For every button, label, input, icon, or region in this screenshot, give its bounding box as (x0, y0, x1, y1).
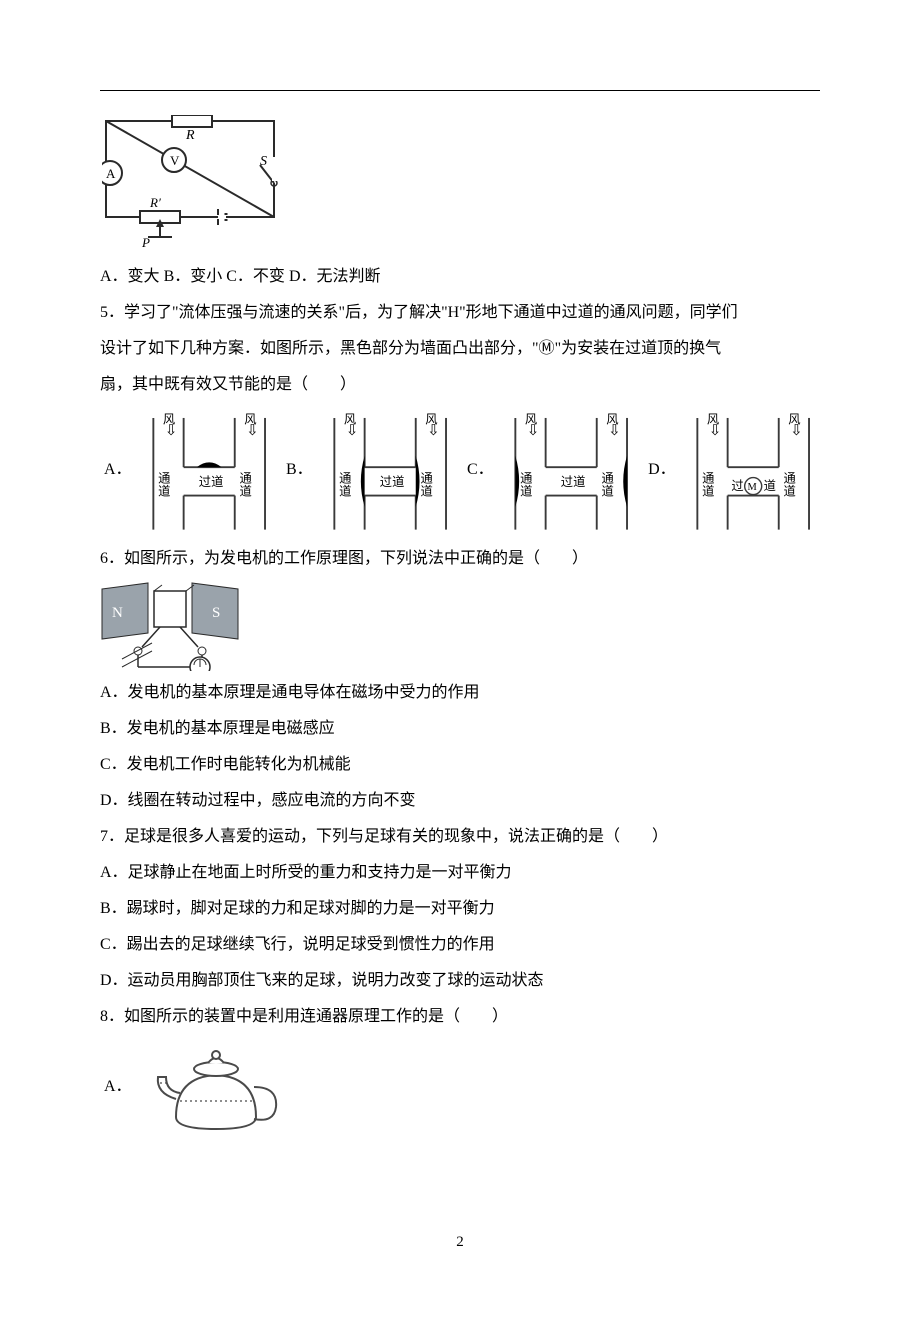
svg-text:通: 通 (520, 471, 532, 485)
q7-optD: D．运动员用胸部顶住飞来的足球，说明力改变了球的运动状态 (100, 965, 820, 997)
svg-text:通: 通 (239, 471, 251, 485)
q5-optC-label: C． (463, 454, 498, 486)
svg-text:道: 道 (520, 485, 532, 499)
q5-stem-line1: 5．学习了"流体压强与流速的关系"后，为了解决"H"形地下通道中过道的通风问题，… (100, 297, 820, 329)
q7-optB: B．踢球时，脚对足球的力和足球对脚的力是一对平衡力 (100, 893, 820, 925)
label-N: N (112, 605, 123, 621)
svg-text:道: 道 (158, 485, 170, 499)
q4-optC: C．不变 (226, 268, 285, 285)
svg-text:⇩: ⇩ (427, 423, 440, 439)
circuit-svg: R A V S R′ P (100, 115, 280, 255)
svg-text:⇩: ⇩ (790, 423, 803, 439)
q7-optC: C．踢出去的足球继续飞行，说明足球受到惯性力的作用 (100, 929, 820, 961)
svg-text:道: 道 (601, 485, 613, 499)
q7-optA: A．足球静止在地面上时所受的重力和支持力是一对平衡力 (100, 857, 820, 889)
svg-text:⇩: ⇩ (345, 423, 358, 439)
svg-text:道: 道 (763, 479, 775, 493)
svg-text:道: 道 (339, 485, 351, 499)
svg-text:通: 通 (702, 471, 714, 485)
svg-text:通: 通 (420, 471, 432, 485)
q6-optB: B．发电机的基本原理是电磁感应 (100, 713, 820, 745)
q5-diagram-C: 风 风 ⇩ ⇩ 通 道 过道 通 道 (504, 405, 638, 535)
top-rule (100, 90, 820, 91)
q4-options: A．变大 B．变小 C．不变 D．无法判断 (100, 261, 820, 293)
q5-optD-label: D． (644, 454, 680, 486)
q5-stem2a: 设计了如下几种方案．如图所示，黑色部分为墙面凸出部分，" (100, 340, 539, 357)
q5-options-row: A． 风 风 ⇩ ⇩ 通 道 过道 通 道 B． (100, 405, 820, 535)
q6-optC: C．发电机工作时电能转化为机械能 (100, 749, 820, 781)
q8-optA-label: A． (100, 1071, 136, 1103)
svg-text:过道: 过道 (560, 475, 585, 489)
svg-text:过: 过 (731, 479, 743, 493)
svg-text:M: M (747, 482, 756, 493)
svg-text:⇩: ⇩ (608, 423, 621, 439)
q7-stem: 7．足球是很多人喜爱的运动，下列与足球有关的现象中，说法正确的是（ ） (100, 821, 820, 853)
svg-text:道: 道 (702, 485, 714, 499)
teapot-svg (146, 1037, 286, 1137)
svg-text:道: 道 (420, 485, 432, 499)
q5-optB-label: B． (282, 454, 317, 486)
generator-svg: N S (100, 581, 250, 671)
q4-optD: D．无法判断 (289, 268, 381, 285)
svg-text:通: 通 (339, 471, 351, 485)
q5-diagram-B: 风 风 ⇩ ⇩ 通 道 过道 通 道 (323, 405, 457, 535)
q5-stem2b: "为安装在过道顶的换气 (555, 340, 722, 357)
page-number: 2 (100, 1227, 820, 1257)
q5-optA-label: A． (100, 454, 136, 486)
q5-diagram-A: 风 风 ⇩ ⇩ 通 道 过道 通 道 (142, 405, 276, 535)
q6-stem: 6．如图所示，为发电机的工作原理图，下列说法中正确的是（ ） (100, 543, 820, 575)
svg-text:通: 通 (783, 471, 795, 485)
svg-text:⇩: ⇩ (246, 423, 259, 439)
label-P: P (141, 235, 150, 250)
svg-text:通: 通 (601, 471, 613, 485)
label-R: R (185, 128, 195, 143)
svg-text:通: 通 (158, 471, 170, 485)
label-Rp: R′ (149, 195, 161, 210)
q6-optD: D．线圈在转动过程中，感应电流的方向不变 (100, 785, 820, 817)
label-A: A (106, 166, 116, 181)
m-symbol: Ⓜ (539, 340, 555, 357)
svg-text:⇩: ⇩ (708, 423, 721, 439)
q4-optB: B．变小 (164, 268, 223, 285)
q4-optA: A．变大 (100, 268, 160, 285)
q5-stem-line3: 扇，其中既有效又节能的是（ ） (100, 369, 820, 401)
svg-text:道: 道 (783, 485, 795, 499)
q5-diagram-D: M 风 风 ⇩ ⇩ 通 道 过 道 通 道 (686, 405, 820, 535)
q4-circuit-figure: R A V S R′ P (100, 115, 820, 255)
q8-stem: 8．如图所示的装置中是利用连通器原理工作的是（ ） (100, 1001, 820, 1033)
q6-optA: A．发电机的基本原理是通电导体在磁场中受力的作用 (100, 677, 820, 709)
label-V: V (170, 153, 180, 168)
svg-text:过道: 过道 (379, 475, 404, 489)
svg-text:过道: 过道 (198, 475, 223, 489)
svg-text:⇩: ⇩ (164, 423, 177, 439)
svg-text:⇩: ⇩ (526, 423, 539, 439)
q8-optA-row: A． (100, 1037, 820, 1137)
svg-text:道: 道 (239, 485, 251, 499)
q6-figure: N S (100, 581, 820, 671)
q5-stem-line2: 设计了如下几种方案．如图所示，黑色部分为墙面凸出部分，"Ⓜ"为安装在过道顶的换气 (100, 333, 820, 365)
label-S: S (212, 605, 220, 621)
